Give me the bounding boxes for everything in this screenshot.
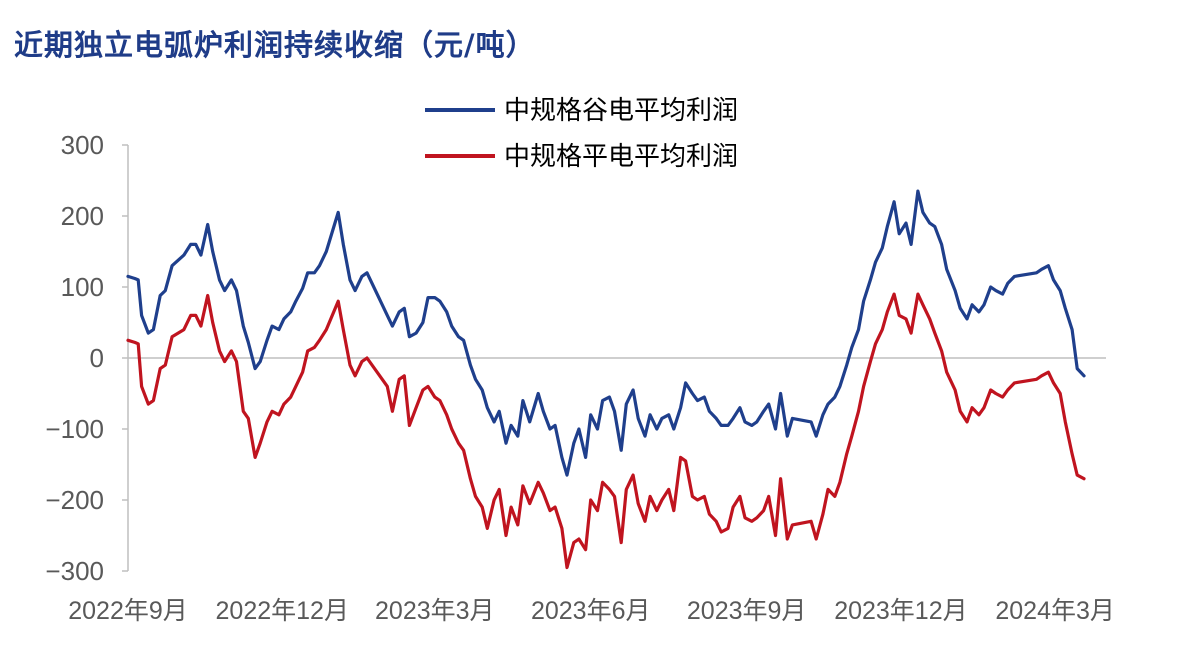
y-tick-label: 200 [61,201,104,231]
legend-label-2: 中规格平电平均利润 [504,142,738,172]
y-tick-label: −100 [45,414,104,444]
x-tick-label: 2023年9月 [687,597,807,625]
x-tick-label: 2023年6月 [531,597,651,625]
y-tick-label: 100 [61,272,104,302]
chart-title: 近期独立电弧炉利润持续收缩（元/吨） [14,28,536,62]
y-tick-label: 0 [90,343,104,373]
x-tick-label: 2022年12月 [216,597,349,625]
series-line-2 [126,292,1086,570]
series-layer [126,189,1086,570]
y-tick-label: −200 [45,485,104,515]
x-tick-label: 2023年3月 [375,597,495,625]
x-tick-label: 2022年9月 [68,597,188,625]
x-tick-label: 2023年12月 [834,597,967,625]
series-line-1 [126,189,1086,477]
y-tick-label: −300 [45,556,104,586]
y-tick-label: 300 [61,130,104,160]
x-tick-label: 2024年3月 [995,597,1115,625]
axes: 300 200 100 0 −100 −200 −300 2022年9月 2022年12月 202… [45,130,1114,625]
legend-label-1: 中规格谷电平均利润 [504,96,738,126]
